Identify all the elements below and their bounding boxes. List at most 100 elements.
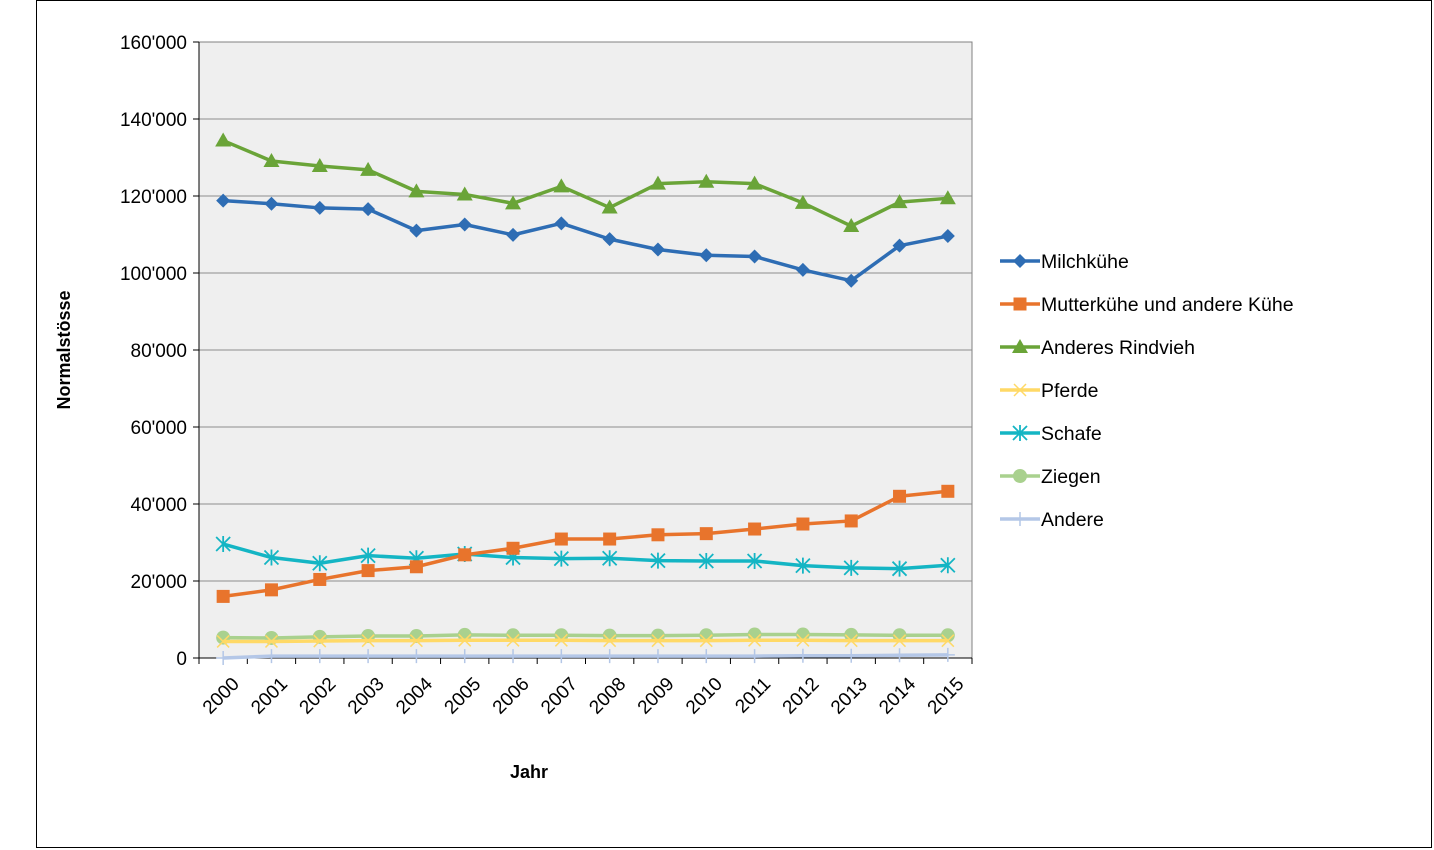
data-point [1013,512,1027,526]
data-point [892,238,907,253]
data-point [747,249,762,264]
x-tick-label: 2013 [827,674,872,719]
data-point [361,202,376,217]
legend-item: Pferde [1000,380,1098,402]
y-tick-label: 60'000 [131,418,187,439]
x-tick-label: 2009 [634,674,679,719]
data-point [264,196,279,211]
data-point [312,200,327,215]
data-point [843,559,859,576]
x-tick-label: 2003 [344,674,389,719]
data-point [409,634,423,648]
series-mutterk-he-und-andere-k-he [216,484,955,603]
data-point [650,552,666,569]
data-point [893,634,907,648]
data-point [264,583,278,597]
data-point [216,589,230,603]
data-point [699,628,714,643]
x-tick-label: 2007 [537,674,582,719]
data-point [1013,254,1027,268]
series-line [222,138,948,228]
y-axis-title: Normalstösse [54,290,74,409]
legend-label: Ziegen [1041,466,1101,488]
data-point [602,550,618,567]
series-anderes-rindvieh [215,132,956,233]
data-point [940,628,955,643]
data-point [312,555,328,572]
x-axis-title: Jahr [510,762,548,782]
data-point [361,634,375,648]
data-point [843,218,860,233]
data-point [360,547,376,564]
data-point [699,634,713,648]
gridlines [199,118,972,582]
data-point [844,627,859,642]
y-tick-label: 140'000 [120,110,187,131]
data-point [651,634,665,648]
x-tick-label: 2001 [247,674,292,719]
data-point [216,193,231,208]
data-point [796,517,810,531]
x-tick-label: 2012 [779,674,824,719]
data-point [264,634,278,648]
data-point [264,649,279,664]
data-point [216,634,230,648]
x-tick-label: 2004 [392,673,437,718]
data-point [554,532,568,546]
x-tick-label: 2002 [296,674,341,719]
data-point [795,648,810,663]
legend-label: Mutterkühe und andere Kühe [1041,294,1294,316]
data-point [698,173,715,188]
data-point [457,217,472,232]
data-point [409,560,423,574]
x-tick-label: 2011 [731,674,775,718]
x-tick-label: 2005 [441,674,486,719]
data-point [891,560,908,577]
data-point [311,157,328,172]
data-point [361,564,375,578]
data-point [601,199,618,214]
series-line [223,638,948,644]
data-point [506,541,520,555]
data-point [313,572,327,586]
series-andere [216,647,955,665]
data-point [746,175,763,190]
data-point [1013,297,1027,311]
data-point [457,649,472,664]
series-line [222,489,949,599]
data-point [361,649,376,664]
data-point [795,557,811,574]
data-point [1013,469,1027,483]
data-point [844,514,858,528]
data-point [409,223,424,238]
data-point [699,527,713,541]
data-point [940,557,956,574]
data-point [940,229,955,244]
series-lines [215,132,956,665]
data-point [408,183,425,198]
x-tick-label: 2015 [924,674,969,719]
data-point [941,634,955,648]
data-point [553,178,570,193]
legend-label: Anderes Rindvieh [1041,337,1195,359]
legend-item: Mutterkühe und andere Kühe [1000,294,1294,316]
data-point [506,227,521,242]
data-point [313,634,327,648]
x-tick-label: 2014 [875,673,920,718]
data-point [456,186,473,201]
legend-label: Milchkühe [1041,251,1129,273]
x-tick-label: 2006 [489,674,534,719]
data-point [748,633,762,647]
data-point [699,248,714,263]
data-point [892,628,907,643]
data-point [554,649,569,664]
x-tick-label: 2010 [682,674,727,719]
x-tick-label: 2008 [585,674,630,719]
legend-label: Pferde [1041,380,1098,402]
data-point [844,648,859,663]
data-point [941,484,955,498]
data-point [1013,383,1027,397]
data-point [1012,425,1028,441]
y-tick-label: 0 [176,649,187,670]
